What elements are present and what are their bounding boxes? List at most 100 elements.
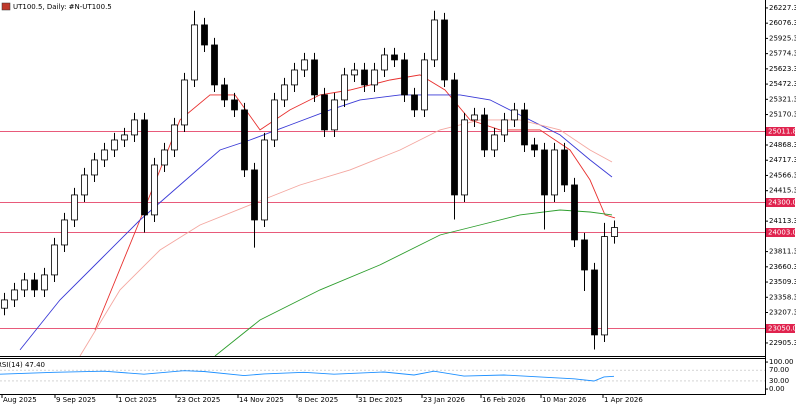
y-tick-label: 23207.3 xyxy=(769,309,796,317)
rsi-tick-label: 0.00 xyxy=(769,385,785,393)
candle-body xyxy=(581,239,588,271)
candle-body xyxy=(151,164,158,216)
candle-body xyxy=(1,299,8,309)
candle-body xyxy=(531,144,538,151)
candle-body xyxy=(301,59,308,71)
candle-body xyxy=(131,119,138,136)
candle-body xyxy=(371,69,378,86)
symbol-icon xyxy=(1,2,11,11)
candle-body xyxy=(501,119,508,136)
y-tick-label: 25774.3 xyxy=(769,50,796,58)
candle-body xyxy=(441,19,448,81)
y-tick-label: 26076.3 xyxy=(769,19,796,27)
candle-body xyxy=(351,69,358,76)
x-tick-label: 8 Dec 2025 xyxy=(298,396,338,404)
rsi-tick-label: 70.00 xyxy=(769,366,789,374)
candle-body xyxy=(551,149,558,196)
y-tick-label: 25925.3 xyxy=(769,34,796,42)
candle-body xyxy=(31,279,38,291)
candle-body xyxy=(91,159,98,176)
y-tick-label: 25623.3 xyxy=(769,65,796,73)
x-tick-label: Aug 2025 xyxy=(3,396,37,404)
y-tick-label: 24868.3 xyxy=(769,141,796,149)
candle-body xyxy=(281,84,288,101)
candle-body xyxy=(311,59,318,96)
candle-body xyxy=(571,184,578,241)
y-tick-label: 23811.3 xyxy=(769,248,796,256)
candle-body xyxy=(11,289,18,301)
candle-body xyxy=(601,236,608,336)
rsi-tick-label: 30.00 xyxy=(769,377,789,385)
candle-body xyxy=(121,134,128,141)
level-label-bg xyxy=(766,228,795,237)
level-label: 24300.0 xyxy=(768,199,796,207)
y-tick-label: 26227.3 xyxy=(769,4,796,12)
candle-body xyxy=(181,79,188,126)
candle-body xyxy=(611,227,618,237)
candle-body xyxy=(101,149,108,161)
candle-body xyxy=(41,274,48,291)
candle-body xyxy=(391,54,398,61)
candle-body xyxy=(271,99,278,141)
y-tick-label: 24113.3 xyxy=(769,217,796,225)
x-tick-label: 31 Dec 2025 xyxy=(358,396,403,404)
rsi-line xyxy=(0,370,615,382)
y-tick-label: 23660.3 xyxy=(769,263,796,271)
rsi-tick-label: 100.00 xyxy=(769,358,794,366)
y-tick-label: 24415.3 xyxy=(769,187,796,195)
candle-body xyxy=(491,134,498,151)
candle-body xyxy=(261,139,268,221)
x-tick-label: 1 Oct 2025 xyxy=(118,396,157,404)
candle-body xyxy=(51,244,58,276)
y-tick-label: 24566.3 xyxy=(769,171,796,179)
candle-body xyxy=(521,109,528,146)
level-label: 24003.0 xyxy=(768,229,796,237)
price-plot xyxy=(0,10,765,356)
y-tick-label: 22905.3 xyxy=(769,339,796,347)
candle-body xyxy=(111,139,118,151)
candle-body xyxy=(221,84,228,101)
candle-body xyxy=(591,269,598,336)
level-label-bg xyxy=(766,198,795,207)
candle-body xyxy=(431,19,438,61)
candle-body xyxy=(381,54,388,71)
y-tick-label: 25472.3 xyxy=(769,80,796,88)
candle-body xyxy=(471,114,478,121)
candle-body xyxy=(251,169,258,221)
candle-body xyxy=(541,149,548,196)
level-label: 23050.0 xyxy=(768,325,796,333)
y-tick-label: 25321.3 xyxy=(769,95,796,103)
candle-body xyxy=(241,109,248,171)
candle-body xyxy=(561,149,568,186)
candle-body xyxy=(71,194,78,221)
x-tick-label: 9 Sep 2025 xyxy=(56,396,96,404)
candle-body xyxy=(21,279,28,291)
x-tick-label: 23 Oct 2025 xyxy=(177,396,220,404)
x-tick-label: 10 Mar 2026 xyxy=(542,396,587,404)
candle-body xyxy=(201,24,208,46)
level-label-bg xyxy=(766,324,795,333)
candle-body xyxy=(161,149,168,166)
candle-body xyxy=(361,69,368,86)
rsi-label: RSI(14) 47.40 xyxy=(0,361,45,369)
x-tick-label: 1 Apr 2026 xyxy=(604,396,643,404)
candle-body xyxy=(321,94,328,131)
y-tick-label: 23358.3 xyxy=(769,293,796,301)
candle-body xyxy=(511,109,518,121)
moving-average xyxy=(79,119,613,356)
candle-body xyxy=(401,59,408,96)
candle-body xyxy=(211,44,218,86)
candle-body xyxy=(191,24,198,81)
chart-title: UT100.5, Daily: #N-UT100.5 xyxy=(13,3,112,11)
y-tick-label: 25170.3 xyxy=(769,111,796,119)
candle-body xyxy=(341,74,348,101)
candle-body xyxy=(231,99,238,111)
candle-body xyxy=(171,124,178,151)
x-tick-label: 14 Nov 2025 xyxy=(239,396,284,404)
candle-body xyxy=(411,94,418,111)
level-label: 25011.8 xyxy=(768,128,796,136)
level-label-bg xyxy=(766,127,795,136)
y-tick-label: 23509.3 xyxy=(769,278,796,286)
